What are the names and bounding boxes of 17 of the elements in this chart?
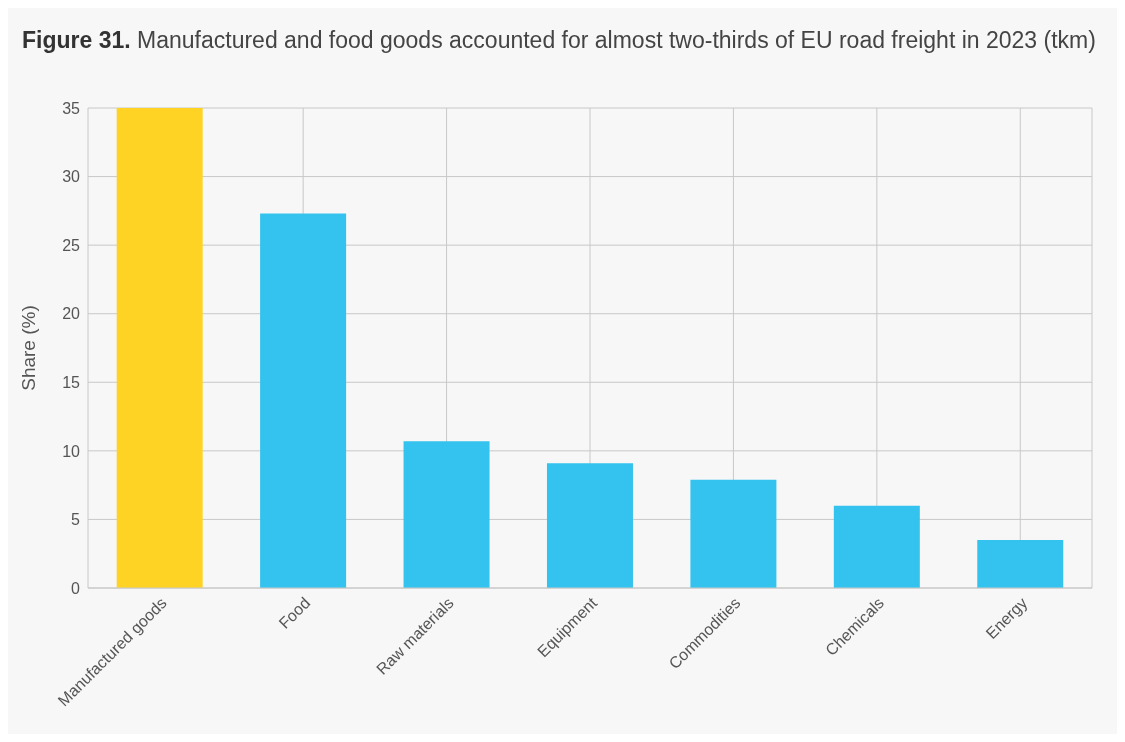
bar bbox=[260, 213, 347, 588]
bar bbox=[403, 441, 490, 588]
y-tick-label: 10 bbox=[62, 442, 81, 460]
y-tick-label: 35 bbox=[62, 99, 81, 117]
y-tick-label: 30 bbox=[62, 168, 81, 186]
bar bbox=[833, 505, 920, 588]
bar bbox=[690, 479, 777, 588]
bar bbox=[977, 540, 1064, 588]
y-tick-label: 15 bbox=[62, 373, 81, 391]
y-tick-label: 20 bbox=[62, 305, 81, 323]
y-axis-title: Share (%) bbox=[17, 305, 39, 391]
bar bbox=[546, 463, 633, 588]
y-tick-label: 25 bbox=[62, 236, 81, 254]
chart-title: Figure 31. Manufactured and food goods accounted for almost two-thirds of EU road freight in 2023 (tkm) bbox=[22, 26, 1097, 55]
bar bbox=[116, 108, 203, 588]
y-tick-label: 0 bbox=[71, 579, 81, 597]
y-tick-label: 5 bbox=[71, 511, 81, 529]
